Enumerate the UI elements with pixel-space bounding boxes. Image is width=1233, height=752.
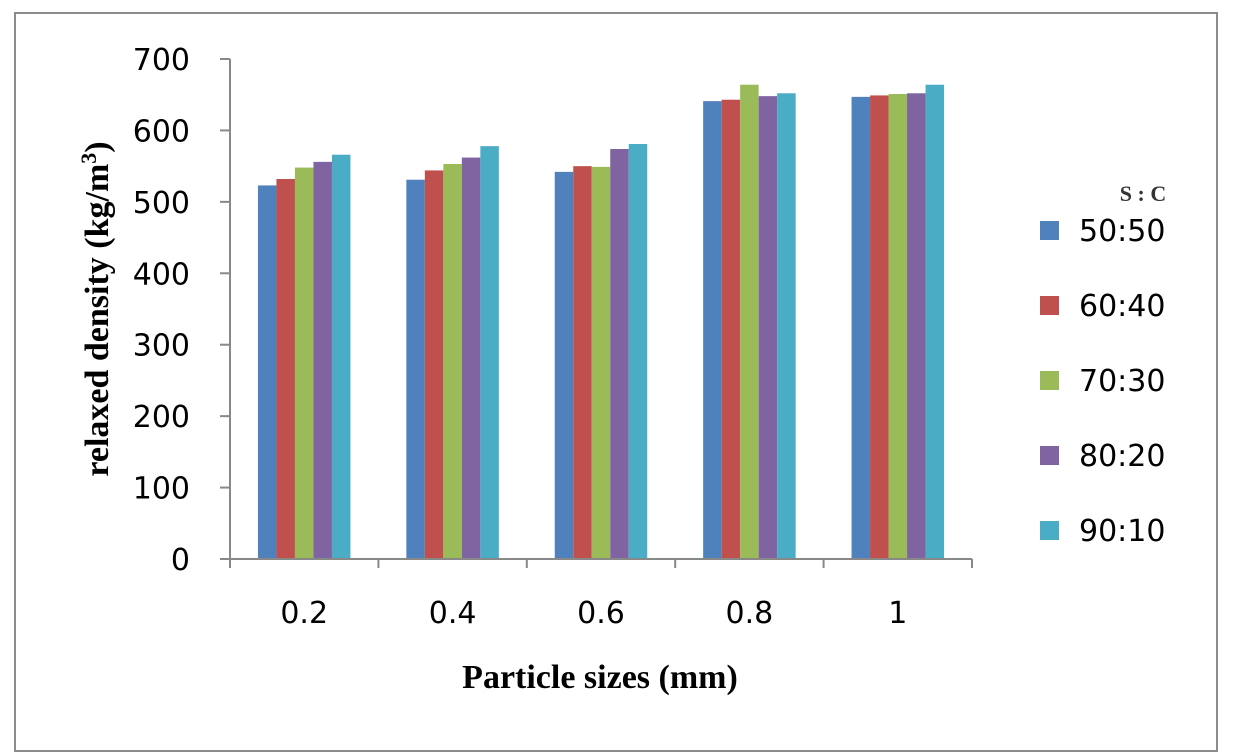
- legend-swatch-90-10: [1040, 521, 1059, 540]
- bar-60-40-0.6: [573, 166, 592, 559]
- bar-90-10-0.6: [628, 144, 648, 559]
- bars-group: [257, 84, 945, 560]
- bar-60-40-0.2: [276, 179, 295, 559]
- bar-80-20-1: [907, 93, 926, 560]
- y-tick-label: 700: [133, 43, 190, 78]
- bar-70-30-0.4: [443, 164, 462, 559]
- y-axis-title-end: ): [79, 141, 116, 152]
- bar-60-40-1: [870, 95, 889, 559]
- x-tick-label: 1: [888, 596, 907, 631]
- legend-swatch-50-50: [1040, 221, 1059, 240]
- legend-swatch-60-40: [1040, 296, 1059, 315]
- bar-90-10-0.8: [777, 93, 796, 560]
- legend-swatch-80-20: [1040, 446, 1059, 465]
- y-axis-title: relaxed density (kg/m3): [76, 141, 116, 476]
- bar-70-30-1: [888, 94, 908, 559]
- x-ticks: 0.2 0.4 0.6 0.8 1: [229, 559, 973, 631]
- bar-50-50-1: [851, 96, 871, 559]
- bar-50-50-0.2: [257, 185, 277, 559]
- bar-80-20-0.8: [758, 96, 778, 560]
- bar-70-30-0.8: [740, 84, 759, 559]
- x-tick-label: 0.2: [280, 596, 328, 631]
- y-axis-title-main: relaxed density (kg/m: [79, 164, 116, 477]
- x-tick-label: 0.6: [577, 596, 625, 631]
- bar-70-30-0.2: [294, 167, 314, 560]
- legend-title: S : C: [1120, 181, 1166, 206]
- bar-90-10-0.2: [331, 154, 351, 559]
- x-tick-label: 0.8: [726, 596, 774, 631]
- y-ticks: 0 100 200 300 400 500 600 700: [133, 43, 230, 578]
- y-axis-title-superscript: 3: [76, 153, 101, 164]
- bar-50-50-0.4: [406, 179, 425, 559]
- bar-60-40-0.8: [721, 99, 741, 559]
- legend-label-90-10: 90:10: [1079, 514, 1165, 549]
- x-axis-title: Particle sizes (mm): [462, 659, 738, 696]
- legend-label-50-50: 50:50: [1079, 214, 1165, 249]
- y-tick-label: 400: [133, 257, 190, 292]
- legend-label-60-40: 60:40: [1079, 289, 1165, 324]
- legend-swatch-70-30: [1040, 371, 1059, 390]
- legend-label-80-20: 80:20: [1079, 439, 1165, 474]
- bar-80-20-0.2: [313, 161, 332, 559]
- y-tick-label: 300: [133, 329, 190, 364]
- bar-60-40-0.4: [424, 170, 444, 559]
- legend-label-70-30: 70:30: [1079, 364, 1165, 399]
- y-tick-label: 600: [133, 114, 190, 149]
- y-tick-label: 500: [133, 186, 190, 221]
- x-tick-label: 0.4: [429, 596, 477, 631]
- bar-80-20-0.4: [461, 157, 481, 560]
- bar-50-50-0.6: [554, 171, 574, 559]
- y-tick-label: 100: [133, 472, 190, 507]
- bar-50-50-0.8: [703, 101, 722, 560]
- bar-80-20-0.6: [610, 149, 629, 559]
- y-tick-label: 0: [171, 543, 190, 578]
- bar-70-30-0.6: [591, 166, 611, 559]
- legend: 50:50 60:40 70:30 80:20 90:10: [1040, 214, 1165, 549]
- bar-90-10-1: [925, 84, 945, 559]
- bar-90-10-0.4: [480, 146, 499, 559]
- y-tick-label: 200: [133, 400, 190, 435]
